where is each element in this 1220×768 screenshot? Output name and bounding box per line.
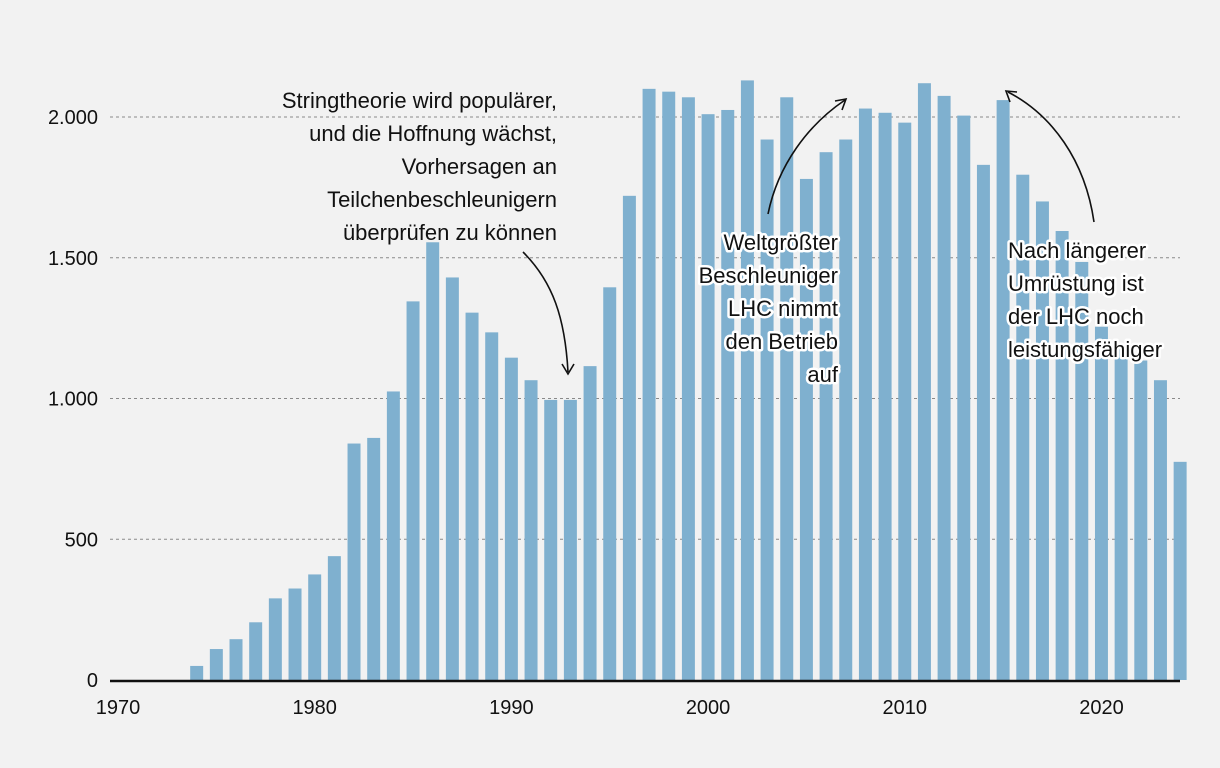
annotation-1: Stringtheorie wird populärer, und die Hof… [282, 88, 575, 376]
annotation-line: leistungsfähiger [1008, 337, 1162, 362]
annotation-line: Teilchenbeschleunigern [327, 187, 557, 212]
annotation-arrow [1007, 91, 1095, 223]
annotation-line: überprüfen zu können [343, 220, 557, 245]
bar-2005 [799, 178, 813, 680]
bar-1985 [406, 301, 420, 680]
bar-1993 [563, 399, 577, 680]
bar-1996 [622, 195, 636, 680]
bar-1989 [485, 332, 499, 680]
bar-1980 [308, 574, 322, 680]
bar-1994 [583, 366, 597, 680]
x-tick-label: 1980 [292, 697, 337, 719]
bar-1986 [426, 242, 440, 680]
bar-1981 [327, 556, 341, 680]
y-tick-label: 500 [65, 529, 98, 551]
bar-2004 [780, 97, 794, 681]
bar-2019 [1075, 261, 1089, 680]
annotation-3: Nach längerer Umrüstung ist der LHC noch le… [1004, 90, 1165, 365]
arrowhead [1004, 90, 1018, 103]
bar-2014 [976, 164, 990, 681]
bar-2007 [839, 139, 853, 680]
bar-1997 [642, 88, 656, 681]
y-tick-label: 1.000 [48, 389, 98, 411]
annotation-arrow [522, 251, 569, 373]
bar-1990 [504, 357, 518, 680]
bar-2008 [858, 108, 872, 681]
bar-1982 [347, 443, 361, 680]
bar-1988 [465, 312, 479, 680]
bar-1999 [681, 97, 695, 681]
bar-2010 [898, 122, 912, 680]
bar-1976 [229, 639, 243, 680]
annotation-line: und die Hoffnung wächst, [309, 121, 557, 146]
y-tick-label: 0 [87, 670, 98, 692]
annotation-2: Weltgrößter Beschleuniger LHC nimmt den Bet… [696, 97, 848, 390]
arrowhead [561, 363, 575, 376]
bar-1983 [367, 437, 381, 680]
bar-1979 [288, 588, 302, 680]
annotation-line: Stringtheorie wird populärer, [282, 88, 557, 113]
y-tick-label: 2.000 [48, 107, 98, 129]
annotation-line: Nach längerer [1008, 238, 1146, 263]
bar-1977 [249, 622, 263, 680]
bar-2011 [917, 83, 931, 681]
x-tick-label: 2020 [1079, 697, 1124, 719]
annotation-line: Vorhersagen an [402, 154, 557, 179]
bar-2021 [1114, 346, 1128, 680]
bar-2024 [1173, 461, 1187, 680]
bar-2009 [878, 112, 892, 681]
bar-2003 [760, 139, 774, 680]
annotation-line: Weltgrößter [723, 230, 838, 255]
y-axis-ticks: 0 500 1.000 1.500 2.000 [48, 107, 98, 692]
bar-1991 [524, 380, 538, 680]
bar-2022 [1134, 360, 1148, 680]
annotation-line: der LHC noch [1008, 304, 1144, 329]
arrowhead [834, 97, 848, 111]
x-tick-label: 2010 [883, 697, 928, 719]
bar-1975 [209, 649, 223, 680]
bar-1978 [268, 598, 282, 680]
bars [190, 80, 1187, 681]
bar-2018 [1055, 231, 1069, 680]
bar-1995 [603, 287, 617, 680]
bar-2013 [957, 115, 971, 680]
x-tick-label: 1990 [489, 697, 534, 719]
bar-2006 [819, 152, 833, 680]
x-tick-label: 1970 [96, 697, 141, 719]
bar-1984 [386, 391, 400, 680]
x-axis-ticks: 1970 1980 1990 2000 2010 2020 [96, 697, 1124, 719]
annotation-arrow [767, 99, 846, 215]
annotations: Stringtheorie wird populärer, und die Hof… [282, 88, 1165, 390]
annotation-line: LHC nimmt [728, 296, 838, 321]
annotation-line: auf [807, 362, 838, 387]
bar-2012 [937, 95, 951, 680]
annotation-line: Beschleuniger [699, 263, 838, 288]
bar-1998 [662, 91, 676, 681]
bar-2015 [996, 100, 1010, 681]
bar-2001 [721, 109, 735, 680]
x-tick-label: 2000 [686, 697, 731, 719]
bar-2017 [1035, 201, 1049, 680]
y-tick-label: 1.500 [48, 248, 98, 270]
bar-1987 [445, 277, 459, 680]
bar-2016 [1016, 174, 1030, 680]
annotation-line: den Betrieb [725, 329, 838, 354]
bar-1992 [544, 399, 558, 680]
bar-1974 [190, 665, 204, 680]
bar-2020 [1094, 326, 1108, 680]
bar-2023 [1153, 380, 1167, 680]
bar-2000 [701, 114, 715, 680]
bar-2002 [740, 80, 754, 680]
annotation-line: Umrüstung ist [1008, 271, 1144, 296]
